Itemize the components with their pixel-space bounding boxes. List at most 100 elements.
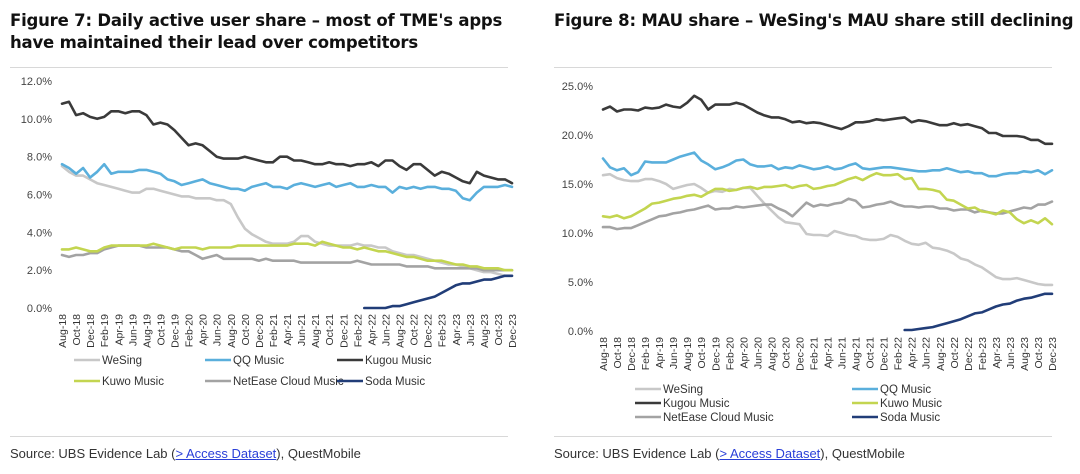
figure-8-x-tick-label: Apr-19 [654, 337, 666, 369]
figure-8-series-qq-music [601, 151, 1054, 178]
figure-7-access-dataset-link[interactable]: > Access Dataset [175, 446, 277, 461]
figure-7-source: Source: UBS Evidence Lab (> Access Datas… [10, 446, 361, 461]
figure-8-x-tick-label: Apr-23 [991, 337, 1003, 369]
figure-7-x-tick-label: Oct-20 [240, 314, 252, 346]
figure-8-legend-kuwo-music: Kuwo Music [852, 398, 942, 410]
figure-7-legend-label: Soda Music [365, 376, 425, 388]
figure-7-legend-label: WeSing [102, 355, 142, 367]
figure-7-x-tick-label: Feb-21 [268, 314, 280, 347]
figure-8-x-tick-label: Dec-23 [1047, 337, 1059, 371]
figure-7-x-tick-label: Feb-20 [184, 314, 196, 347]
figure-8-x-tick-label: Aug-21 [851, 337, 863, 371]
figure-7-x-tick-label: Jun-21 [296, 314, 308, 346]
figure-7-top-rule [10, 67, 508, 68]
figure-7-x-tick-label: Dec-23 [507, 314, 519, 348]
figure-7-x-tick-label: Oct-18 [71, 314, 83, 346]
figure-7-chart: 0.0%2.0%4.0%6.0%8.0%10.0%12.0%Aug-18 Oct-… [21, 76, 519, 388]
figure-7-series-soda-music [362, 274, 514, 310]
figure-8-title: Figure 8: MAU share – WeSing's MAU share… [554, 11, 1074, 30]
figure-8-x-tick-label: Feb-23 [977, 337, 989, 370]
figure-8-x-tick-label: Apr-21 [823, 337, 835, 369]
figure-7-legend-soda-music: Soda Music [337, 376, 425, 388]
figure-7-x-tick-label: Feb-19 [99, 314, 111, 347]
figure-7-y-tick-label: 6.0% [27, 190, 52, 202]
figure-7-series-wesing [60, 164, 514, 278]
figure-8-legend-wesing: WeSing [635, 384, 703, 396]
figure-7-y-tick-label: 10.0% [21, 114, 52, 126]
figure-7-x-tick-label: Jun-22 [380, 314, 392, 346]
figure-8-y-tick-label: 15.0% [562, 179, 593, 191]
figure-7-x-tick-label: Aug-22 [395, 314, 407, 348]
figure-8-x-tick-label: Apr-22 [907, 337, 919, 369]
figure-8-x-tick-label: Jun-22 [921, 337, 933, 369]
figure-8-series-wesing [601, 172, 1054, 287]
figure-7-legend-label: NetEase Cloud Music [233, 376, 344, 388]
figure-8-x-tick-label: Oct-20 [780, 337, 792, 369]
figure-7-x-tick-label: Feb-23 [437, 314, 449, 347]
figure-7-legend-label: QQ Music [233, 355, 284, 367]
figure-8-legend-netease-cloud-music: NetEase Cloud Music [635, 412, 774, 424]
figure-8-x-tick-label: Oct-19 [696, 337, 708, 369]
figure-7-x-tick-label: Aug-23 [479, 314, 491, 348]
figure-8-y-tick-label: 5.0% [568, 277, 593, 289]
figure-8-source-prefix: Source: UBS Evidence Lab ( [554, 446, 720, 461]
figure-7-x-tick-label: Oct-19 [155, 314, 167, 346]
figure-7-source-prefix: Source: UBS Evidence Lab ( [10, 446, 176, 461]
figure-8-series-netease-cloud-music [601, 197, 1054, 231]
figure-8-legend-label: QQ Music [880, 384, 931, 396]
figure-8-x-tick-label: Feb-22 [893, 337, 905, 370]
figure-8-series-soda-music [903, 292, 1054, 332]
figure-8-series-kugou-music [601, 94, 1054, 146]
figure-8-legend-label: WeSing [663, 384, 703, 396]
figure-7-x-tick-label: Aug-18 [57, 314, 69, 348]
figure-8-legend-label: Kugou Music [663, 398, 730, 410]
figure-8-x-tick-label: Dec-18 [626, 337, 638, 371]
figure-8-y-tick-label: 25.0% [562, 81, 593, 93]
figure-8-legend-label: NetEase Cloud Music [663, 412, 774, 424]
figure-8-series-kuwo-music [601, 171, 1054, 226]
figure-8-x-tick-label: Apr-20 [738, 337, 750, 369]
figure-8-x-tick-label: Jun-19 [668, 337, 680, 369]
figure-8-bottom-rule [554, 436, 1052, 437]
figure-8-x-tick-label: Oct-18 [612, 337, 624, 369]
figure-8-x-tick-label: Feb-19 [640, 337, 652, 370]
figure-7-legend-qq-music: QQ Music [205, 355, 284, 367]
figure-8-x-tick-label: Feb-20 [724, 337, 736, 370]
figure-7-x-tick-label: Oct-23 [493, 314, 505, 346]
figure-7-x-tick-label: Feb-22 [352, 314, 364, 347]
figure-8-legend-soda-music: Soda Music [852, 412, 940, 424]
figure-7-legend-kuwo-music: Kuwo Music [74, 376, 164, 388]
figure-7-legend-label: Kuwo Music [102, 376, 164, 388]
figure-7-x-tick-label: Jun-20 [212, 314, 224, 346]
figure-7-x-tick-label: Dec-19 [170, 314, 182, 348]
figure-7-x-tick-label: Jun-23 [465, 314, 477, 346]
figure-8-x-tick-label: Oct-22 [949, 337, 961, 369]
figure-7-legend-wesing: WeSing [74, 355, 142, 367]
figure-7-series-kuwo-music [60, 240, 514, 272]
figure-7-y-tick-label: 12.0% [21, 76, 52, 88]
figure-8-x-tick-label: Dec-19 [710, 337, 722, 371]
figure-7-x-tick-label: Apr-20 [198, 314, 210, 346]
figure-7-x-tick-label: Dec-22 [423, 314, 435, 348]
figure-7-x-tick-label: Apr-22 [366, 314, 378, 346]
figure-8-x-tick-label: Dec-20 [794, 337, 806, 371]
figure-7-x-tick-label: Dec-21 [338, 314, 350, 348]
figure-8-x-tick-label: Aug-23 [1019, 337, 1031, 371]
figure-7-y-tick-label: 8.0% [27, 152, 52, 164]
figure-8-top-rule [554, 67, 1052, 68]
figure-8-x-tick-label: Dec-21 [879, 337, 891, 371]
figure-7-x-tick-label: Aug-20 [226, 314, 238, 348]
figure-8-legend-label: Soda Music [880, 412, 940, 424]
figure-7-y-tick-label: 0.0% [27, 303, 52, 315]
figure-7-series-kugou-music [60, 100, 514, 185]
figure-7-series-qq-music [60, 162, 514, 202]
figure-7-x-tick-label: Oct-21 [324, 314, 336, 346]
figure-8-x-tick-label: Dec-22 [963, 337, 975, 371]
figure-8-y-tick-label: 10.0% [562, 228, 593, 240]
figure-7-x-tick-label: Apr-23 [451, 314, 463, 346]
figure-8-chart: 0.0% 5.0% 10.0% 15.0% 20.0% 25.0% Aug-18 Oct-18… [562, 81, 1059, 424]
figure-8-access-dataset-link[interactable]: > Access Dataset [719, 446, 821, 461]
figure-7-x-tick-label: Aug-21 [310, 314, 322, 348]
figure-7-x-tick-label: Dec-18 [85, 314, 97, 348]
